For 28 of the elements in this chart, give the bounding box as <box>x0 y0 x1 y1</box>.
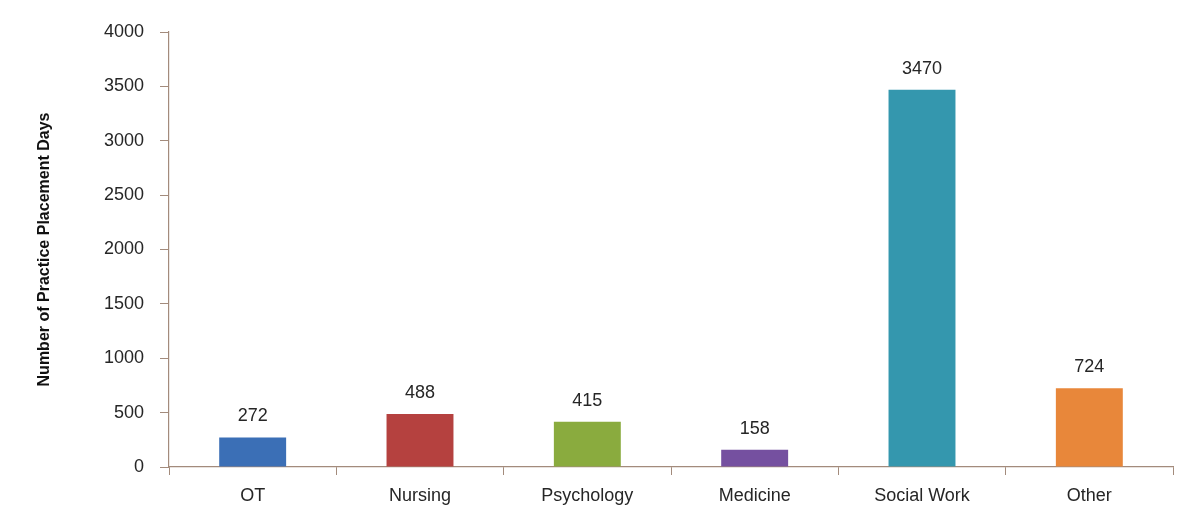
y-tick-label: 3000 <box>103 129 144 150</box>
y-tick-label: 2000 <box>103 238 144 259</box>
bar <box>721 449 789 467</box>
data-label: 724 <box>1074 356 1105 377</box>
x-tick-label: Nursing <box>388 484 452 505</box>
bar <box>888 89 956 467</box>
x-tick-label: Social Work <box>874 484 971 505</box>
y-axis-title: Number of Practice Placement Days <box>35 112 53 387</box>
data-label: 488 <box>404 381 436 402</box>
x-tick-label: Psychology <box>541 484 634 505</box>
data-label: 158 <box>739 417 770 438</box>
bar <box>386 413 454 467</box>
x-tick-label: Medicine <box>718 484 791 505</box>
x-tick-label: OT <box>240 484 266 505</box>
y-tick-label: 3500 <box>103 75 144 96</box>
data-label: 3470 <box>901 57 943 78</box>
y-tick-label: 1000 <box>103 347 144 368</box>
bar <box>1055 388 1123 467</box>
y-tick-label: 1500 <box>103 292 144 313</box>
x-tick-label: Other <box>1066 484 1112 505</box>
bar <box>553 421 621 467</box>
y-tick-label: 500 <box>113 401 144 422</box>
data-label: 415 <box>572 389 603 410</box>
y-tick-label: 4000 <box>103 20 144 41</box>
bar <box>219 437 287 467</box>
data-label: 272 <box>237 405 268 426</box>
y-tick-label: 2500 <box>103 184 144 205</box>
y-tick-label: 0 <box>133 455 144 476</box>
